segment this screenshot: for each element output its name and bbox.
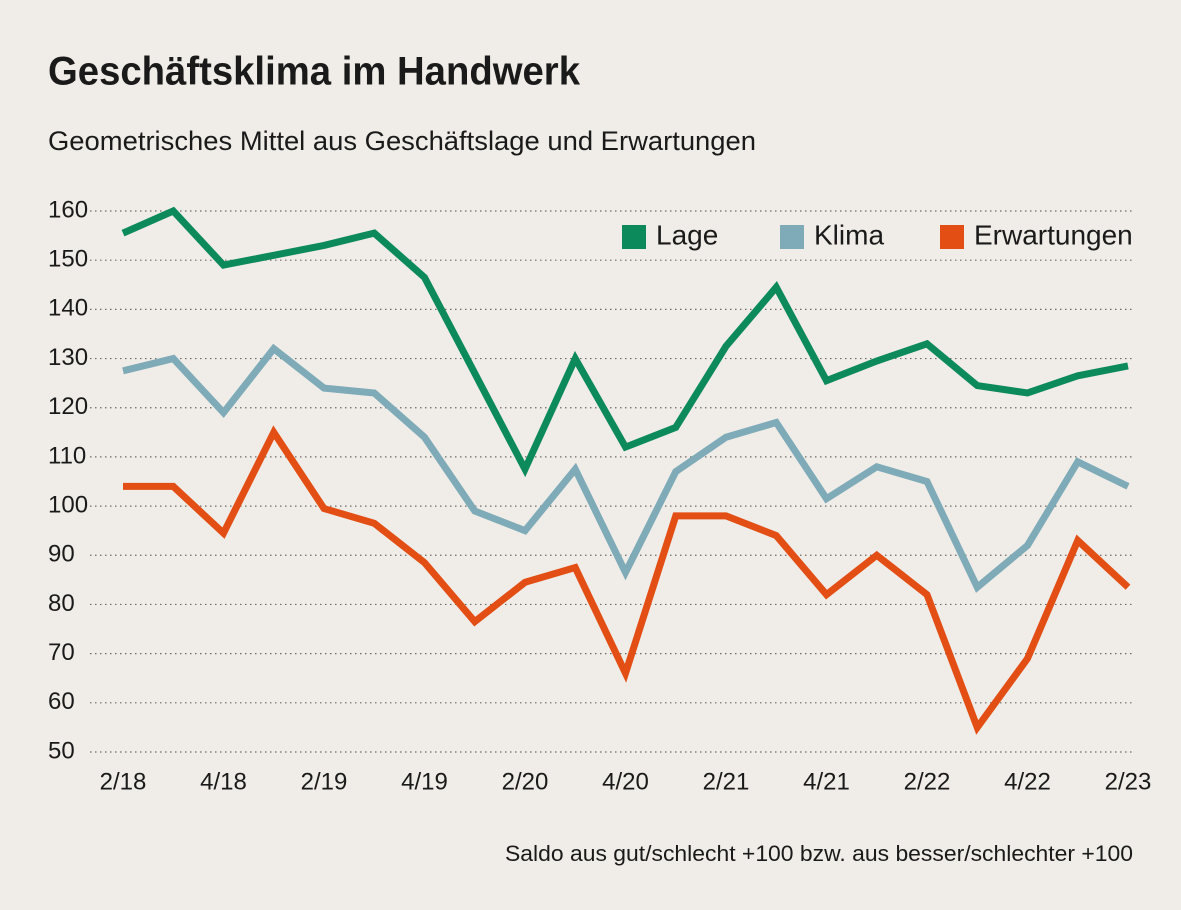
y-tick-label: 90 (48, 541, 75, 568)
y-tick-label: 60 (48, 688, 75, 715)
y-tick-label: 130 (48, 344, 88, 371)
legend-swatch (940, 225, 964, 249)
legend-label: Erwartungen (974, 219, 1133, 250)
x-tick-label: 2/18 (100, 768, 147, 795)
y-tick-label: 160 (48, 196, 88, 223)
x-tick-label: 4/21 (803, 768, 850, 795)
x-tick-label: 2/19 (301, 768, 348, 795)
y-tick-label: 70 (48, 639, 75, 666)
y-tick-label: 110 (48, 442, 86, 469)
x-tick-label: 2/22 (904, 768, 951, 795)
y-tick-label: 140 (48, 295, 88, 322)
x-tick-label: 4/22 (1004, 768, 1051, 795)
legend-swatch (780, 225, 804, 249)
chart-note: Saldo aus gut/schlecht +100 bzw. aus bes… (505, 841, 1133, 866)
legend-label: Lage (656, 219, 718, 250)
x-tick-label: 4/20 (602, 768, 649, 795)
legend-item: Klima (780, 219, 884, 250)
x-tick-label: 2/20 (502, 768, 549, 795)
legend-item: Erwartungen (940, 219, 1133, 250)
x-tick-label: 4/19 (401, 768, 448, 795)
y-tick-label: 100 (48, 491, 88, 518)
x-tick-label: 4/18 (200, 768, 247, 795)
y-tick-label: 120 (48, 393, 88, 420)
x-tick-label: 2/23 (1105, 768, 1152, 795)
chart-subtitle: Geometrisches Mittel aus Geschäftslage u… (48, 126, 756, 156)
y-tick-label: 150 (48, 246, 88, 273)
legend-label: Klima (814, 219, 884, 250)
series-line (121, 206, 1129, 478)
series-line (123, 425, 1131, 735)
legend-item: Lage (622, 219, 718, 250)
series-line (122, 343, 1130, 593)
chart-title: Geschäftsklima im Handwerk (48, 50, 581, 94)
y-tick-label: 50 (48, 737, 75, 764)
legend-swatch (622, 225, 646, 249)
y-tick-label: 80 (48, 590, 75, 617)
x-tick-label: 2/21 (703, 768, 750, 795)
